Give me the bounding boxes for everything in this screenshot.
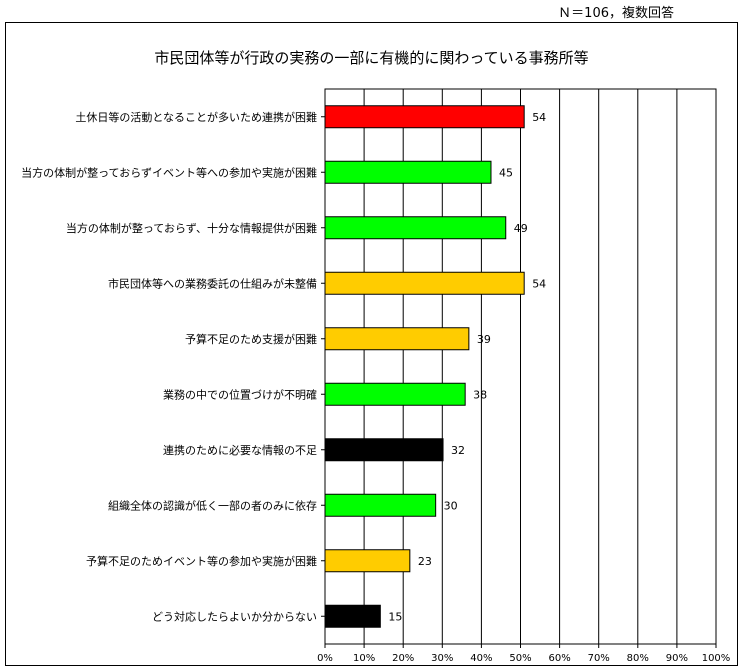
bar	[324, 327, 470, 351]
category-label: 予算不足のためイベント等の参加や実施が困難	[86, 554, 317, 568]
category-label: 土休日等の活動となることが多いため連携が困難	[75, 110, 317, 124]
data-label: 54	[532, 277, 546, 290]
bar	[324, 604, 381, 628]
bar	[324, 549, 411, 573]
category-label: 連携のために必要な情報の不足	[163, 443, 317, 457]
x-tick-label: 90%	[666, 653, 688, 664]
x-tick-label: 0%	[317, 653, 333, 664]
category-label: 当方の体制が整っておらず、十分な情報提供が困難	[66, 221, 317, 235]
category-label: 市民団体等への業務委託の仕組みが未整備	[108, 276, 317, 290]
data-label: 54	[532, 111, 546, 124]
bar	[324, 493, 437, 517]
data-label: 15	[388, 610, 402, 623]
bar	[324, 216, 507, 240]
bar	[324, 271, 525, 295]
x-tick-label: 70%	[588, 653, 610, 664]
bar	[324, 160, 492, 184]
x-tick-label: 60%	[548, 653, 570, 664]
data-label: 39	[477, 333, 491, 346]
bar	[324, 438, 444, 462]
data-label: 49	[514, 222, 528, 235]
bar	[324, 382, 466, 406]
data-label: 30	[444, 499, 458, 512]
category-label: 組織全体の認識が低く一部の者のみに依存	[108, 498, 317, 512]
x-tick-label: 100%	[702, 653, 731, 664]
x-tick-label: 30%	[431, 653, 453, 664]
chart-title: 市民団体等が行政の実務の一部に有機的に関わっている事務所等	[154, 49, 589, 67]
x-tick-label: 50%	[509, 653, 531, 664]
data-label: 38	[473, 388, 487, 401]
data-label: 23	[418, 555, 432, 568]
category-label: 予算不足のため支援が困難	[185, 332, 317, 346]
category-label: 当方の体制が整っておらずイベント等への参加や実施が困難	[21, 165, 317, 179]
data-label: 32	[451, 444, 465, 457]
data-label: 45	[499, 166, 513, 179]
chart-frame: 市民団体等が行政の実務の一部に有機的に関わっている事務所等	[5, 22, 738, 666]
category-label: 業務の中での位置づけが不明確	[163, 387, 317, 401]
x-tick-label: 80%	[627, 653, 649, 664]
bar	[324, 105, 525, 129]
x-tick-label: 20%	[392, 653, 414, 664]
x-tick-label: 40%	[470, 653, 492, 664]
category-label: どう対応したらよいか分からない	[152, 609, 317, 623]
x-tick-label: 10%	[353, 653, 375, 664]
sample-note: Ｎ＝106，複数回答	[558, 6, 674, 21]
